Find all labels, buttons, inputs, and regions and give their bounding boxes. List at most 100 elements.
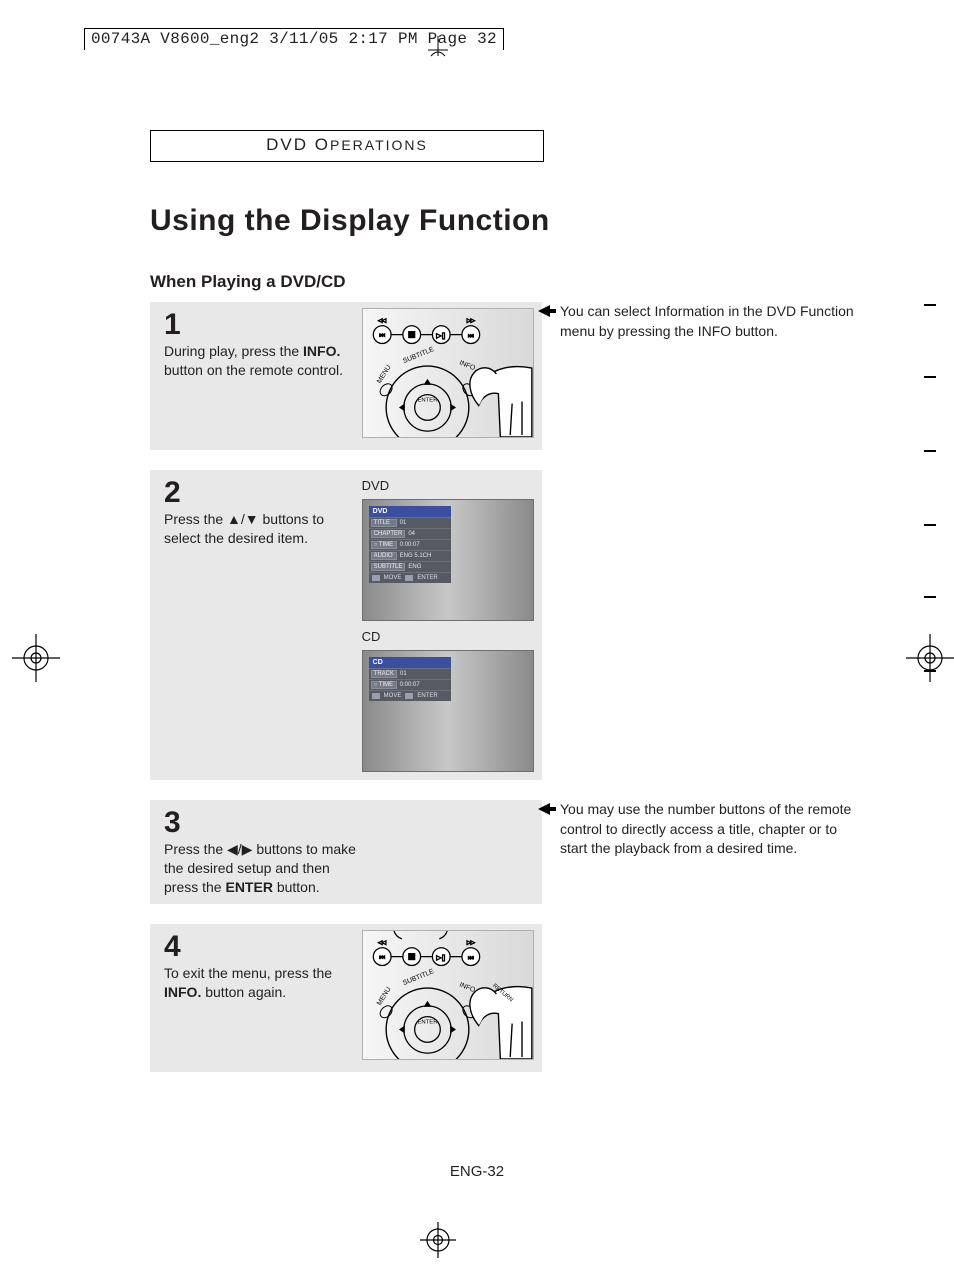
svg-text:⏭: ⏭ [468,334,474,340]
dvd-osd-footer: MOVE ENTER [369,572,451,583]
cut-tick [924,450,936,452]
step-3-text: 3 Press the ◀/▶ buttons to make the desi… [150,800,542,904]
step-1-text: 1 During play, press the INFO. button on… [150,302,362,450]
step-3-line3pre: press the [164,879,225,895]
step-1-line1: During play, press the [164,343,303,359]
osd-footer-move: MOVE [384,575,402,581]
osd-cell-label: AUDIO [371,552,397,560]
osd-cell-label: TRACK [371,670,397,678]
osd-cell-value: 0:00:07 [400,682,420,688]
page-footer: ENG-32 [0,1163,954,1180]
dvd-osd-row: AUDIOENG 5.1CH [369,550,451,561]
note-arrow-icon [538,802,556,816]
cd-osd-row: ○ TIME0:00:07 [369,679,451,690]
svg-text:⏮: ⏮ [379,334,384,340]
step-4-line1: To exit the menu, press the [164,965,332,981]
step-4-media: ⏮ ▶❚ ⏭ ◀◀ ▶▶ ENTER SUBTITLE INFO. MENU [362,924,542,1072]
osd-cell-value: 01 [400,520,407,526]
step-card-1: 1 During play, press the INFO. button on… [150,302,542,450]
move-chip-icon [372,575,380,581]
svg-text:ENTER: ENTER [417,398,437,404]
step-2-media: DVD DVD TITLE01 CHAPTER04 ○ TIME0:00:07 … [362,470,542,780]
osd-footer-enter: ENTER [417,575,437,581]
step-3-number: 3 [164,808,532,838]
section-label-rest: PERATIONS [330,137,428,153]
dvd-osd-row: TITLE01 [369,517,451,528]
note-3: You may use the number buttons of the re… [560,800,860,859]
svg-text:⏭: ⏭ [468,956,474,962]
step-3-line1: Press the ◀/▶ buttons to make [164,841,356,857]
section-label: DVD OPERATIONS [150,130,544,162]
osd-cell-value: ENG [408,564,421,570]
cut-tick [924,596,936,598]
osd-footer-move: MOVE [384,693,402,699]
osd-cell-value: 0:00:07 [400,542,420,548]
step-4-line2post: button again. [201,984,286,1000]
step-2-text: 2 Press the ▲/▼ buttons to select the de… [150,470,362,780]
step-2-line2: select the desired item. [164,530,308,546]
step-4-number: 4 [164,932,352,962]
step-1-number: 1 [164,310,352,340]
step-4-text: 4 To exit the menu, press the INFO. butt… [150,924,362,1072]
osd-cell-label: TITLE [371,519,397,527]
note-1-text: You can select Information in the DVD Fu… [560,303,854,339]
dvd-osd-menu: DVD TITLE01 CHAPTER04 ○ TIME0:00:07 AUDI… [369,506,451,583]
enter-chip-icon [405,693,413,699]
cd-osd-title: CD [369,657,451,668]
step-4-bold: INFO. [164,984,201,1000]
registration-mark-left [12,634,60,682]
dvd-osd-title: DVD [369,506,451,517]
enter-chip-icon [405,575,413,581]
svg-text:MENU: MENU [376,986,393,1007]
step-card-3: 3 Press the ◀/▶ buttons to make the desi… [150,800,542,904]
section-label-pre: DVD O [266,135,330,154]
svg-text:SUBTITLE: SUBTITLE [402,346,435,365]
svg-text:◀◀: ◀◀ [378,318,386,324]
remote-illustration: ⏮ ▶❚ ⏭ ◀◀ ▶▶ ENTER SUBTITLE INFO. [362,308,534,438]
note-1: You can select Information in the DVD Fu… [560,302,860,341]
cut-tick [924,524,936,526]
osd-cell-label: CHAPTER [371,530,406,538]
cd-osd-screenshot: CD TRACK01 ○ TIME0:00:07 MOVE ENTER [362,650,534,772]
step-1-line2: button on the remote control. [164,362,343,378]
svg-text:MENU: MENU [376,364,393,385]
step-2-number: 2 [164,478,352,508]
dvd-osd-row: ○ TIME0:00:07 [369,539,451,550]
svg-text:▶❚: ▶❚ [436,955,445,962]
svg-text:◀◀: ◀◀ [378,940,386,946]
osd-cell-label: ○ TIME [371,541,397,549]
note-arrow-icon [538,304,556,318]
osd-cell-label: SUBTITLE [371,563,406,571]
cut-tick [924,376,936,378]
cd-osd-row: TRACK01 [369,668,451,679]
svg-text:ENTER: ENTER [417,1020,437,1026]
step-3-bold: ENTER [225,879,272,895]
svg-text:▶❚: ▶❚ [436,333,445,340]
dvd-osd-screenshot: DVD TITLE01 CHAPTER04 ○ TIME0:00:07 AUDI… [362,499,534,621]
page-title: Using the Display Function [150,204,550,238]
step-3-line2: the desired setup and then [164,860,330,876]
crop-mark-top [426,36,450,60]
note-3-text: You may use the number buttons of the re… [560,801,851,856]
cd-osd-footer: MOVE ENTER [369,690,451,701]
step-card-2: 2 Press the ▲/▼ buttons to select the de… [150,470,542,780]
osd-cell-value: 04 [408,531,415,537]
svg-text:▶▶: ▶▶ [467,318,475,324]
osd-footer-enter: ENTER [417,693,437,699]
dvd-osd-row: SUBTITLEENG [369,561,451,572]
dvd-osd-row: CHAPTER04 [369,528,451,539]
step-3-line3post: button. [273,879,320,895]
step-1-bold: INFO. [303,343,340,359]
move-chip-icon [372,693,380,699]
cut-tick [924,304,936,306]
dvd-label: DVD [362,478,534,493]
svg-text:SUBTITLE: SUBTITLE [402,968,435,987]
remote-illustration: ⏮ ▶❚ ⏭ ◀◀ ▶▶ ENTER SUBTITLE INFO. MENU [362,930,534,1060]
svg-text:⏮: ⏮ [379,956,384,962]
step-2-line1: Press the ▲/▼ buttons to [164,511,324,527]
registration-mark-right [906,634,954,682]
osd-cell-value: ENG 5.1CH [400,553,432,559]
osd-cell-label: ○ TIME [371,681,397,689]
step-1-media: ⏮ ▶❚ ⏭ ◀◀ ▶▶ ENTER SUBTITLE INFO. [362,302,542,450]
step-card-4: 4 To exit the menu, press the INFO. butt… [150,924,542,1072]
